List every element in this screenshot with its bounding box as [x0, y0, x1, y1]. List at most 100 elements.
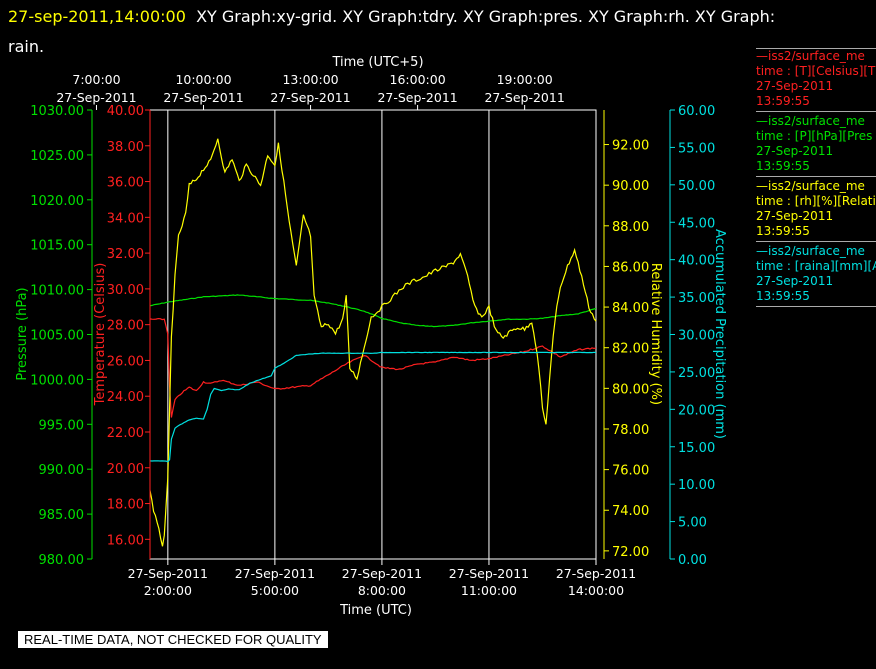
- pressure-series-line: [149, 294, 597, 328]
- legend-line2: time : [raina][mm][A: [756, 259, 876, 273]
- rh-tick-label: 86.00: [612, 260, 649, 275]
- legend-line1: —iss2/surface_me: [756, 179, 865, 193]
- rain-tick-label: 45.00: [678, 216, 715, 231]
- quality-warning: REAL-TIME DATA, NOT CHECKED FOR QUALITY: [18, 631, 328, 648]
- temperature-tick-label: 38.00: [107, 140, 144, 155]
- temperature-tick-label: 18.00: [107, 498, 144, 513]
- rh-tick-label: 88.00: [612, 220, 649, 235]
- axes: 27-Sep-2011 2:00:00 27-Sep-2011 5:00:00 27-S…: [15, 55, 727, 618]
- top-tick-date: 27-Sep-2011: [56, 90, 136, 105]
- header-graph-list-line2: rain.: [8, 37, 45, 56]
- rh-tick-label: 78.00: [612, 423, 649, 438]
- rain-tick-label: 10.00: [678, 478, 715, 493]
- rh-tick-label: 92.00: [612, 139, 649, 154]
- legend-entry: —iss2/surface_me time : [rh][%][Relati 27-…: [756, 179, 876, 242]
- top-axis-label: Time (UTC+5): [331, 55, 423, 70]
- legend-time: 13:59:55: [756, 94, 810, 108]
- bottom-tick-date: 27-Sep-2011: [449, 566, 529, 581]
- legend-entry: —iss2/surface_me time : [raina][mm][A 27-S…: [756, 244, 876, 307]
- legend-line1: —iss2/surface_me: [756, 49, 865, 63]
- header-graph-list: XY Graph:xy-grid. XY Graph:tdry. XY Grap…: [196, 7, 776, 26]
- rain-tick-label: 25.00: [678, 366, 715, 381]
- rain-tick-label: 40.00: [678, 254, 715, 269]
- rain-tick-label: 15.00: [678, 441, 715, 456]
- bottom-tick-time: 8:00:00: [358, 583, 406, 598]
- series-lines: [149, 138, 597, 547]
- bottom-axis-label: Time (UTC): [339, 603, 412, 618]
- header-timestamp: 27-sep-2011,14:00:00: [8, 7, 186, 26]
- top-tick-time: 13:00:00: [282, 72, 338, 87]
- rain-tick-label: 20.00: [678, 403, 715, 418]
- rh-tick-label: 82.00: [612, 342, 649, 357]
- pressure-tick-label: 1015.00: [30, 239, 84, 254]
- rh-tick-label: 76.00: [612, 464, 649, 479]
- legend-entry: —iss2/surface_me time : [T][Celsius][T 27-…: [756, 48, 876, 112]
- temperature-tick-label: 26.00: [107, 354, 144, 369]
- pressure-tick-label: 1005.00: [30, 329, 84, 344]
- bottom-tick-date: 27-Sep-2011: [128, 566, 208, 581]
- rain-tick-label: 50.00: [678, 179, 715, 194]
- temperature-tick-label: 28.00: [107, 319, 144, 334]
- rh-tick-label: 84.00: [612, 301, 649, 316]
- rh-series-line: [149, 138, 597, 547]
- pressure-tick-label: 1000.00: [30, 373, 84, 388]
- legend-date: 27-Sep-2011: [756, 209, 834, 223]
- rain-tick-label: 5.00: [678, 516, 707, 531]
- legend-date: 27-Sep-2011: [756, 274, 834, 288]
- pressure-tick-label: 985.00: [39, 508, 85, 523]
- legend-time: 13:59:55: [756, 224, 810, 238]
- legend-time: 13:59:55: [756, 159, 810, 173]
- legend-line1: —iss2/surface_me: [756, 114, 865, 128]
- rh-tick-label: 72.00: [612, 545, 649, 560]
- rh-axis-title: Relative Humidity (%): [648, 263, 663, 405]
- legend-line2: time : [rh][%][Relati: [756, 194, 876, 208]
- pressure-tick-label: 1025.00: [30, 149, 84, 164]
- legend-line2: time : [P][hPa][Pres: [756, 129, 873, 143]
- rain-tick-label: 30.00: [678, 329, 715, 344]
- temperature-tick-label: 20.00: [107, 462, 144, 477]
- legend-entry: —iss2/surface_me time : [P][hPa][Pres 27-S…: [756, 114, 876, 177]
- legend: —iss2/surface_me time : [T][Celsius][T 27-…: [756, 48, 876, 309]
- temperature-tick-label: 22.00: [107, 426, 144, 441]
- top-tick-date: 27-Sep-2011: [484, 90, 564, 105]
- graph-header: 27-sep-2011,14:00:00 XY Graph:xy-grid. X…: [8, 2, 868, 62]
- temperature-axis-title: Temperature (Celsius): [93, 263, 108, 407]
- top-tick-date: 27-Sep-2011: [377, 90, 457, 105]
- pressure-tick-label: 1030.00: [30, 104, 84, 119]
- rain-tick-label: 60.00: [678, 104, 715, 119]
- pressure-tick-label: 1010.00: [30, 284, 84, 299]
- legend-line2: time : [T][Celsius][T: [756, 64, 876, 78]
- rain-tick-label: 0.00: [678, 553, 707, 568]
- temperature-tick-label: 16.00: [107, 533, 144, 548]
- rain-series-line: [149, 351, 597, 463]
- pressure-tick-label: 995.00: [39, 418, 85, 433]
- rain-tick-label: 35.00: [678, 291, 715, 306]
- temperature-tick-label: 30.00: [107, 283, 144, 298]
- temperature-tick-label: 24.00: [107, 390, 144, 405]
- legend-line1: —iss2/surface_me: [756, 244, 865, 258]
- temperature-tick-label: 34.00: [107, 211, 144, 226]
- rh-tick-label: 74.00: [612, 504, 649, 519]
- top-tick-time: 7:00:00: [72, 72, 120, 87]
- temperature-tick-label: 36.00: [107, 176, 144, 191]
- rh-tick-label: 80.00: [612, 382, 649, 397]
- pressure-tick-label: 1020.00: [30, 194, 84, 209]
- temperature-tick-label: 32.00: [107, 247, 144, 262]
- top-tick-date: 27-Sep-2011: [163, 90, 243, 105]
- top-tick-time: 16:00:00: [390, 72, 446, 87]
- bottom-tick-date: 27-Sep-2011: [342, 566, 422, 581]
- bottom-tick-time: 14:00:00: [568, 583, 624, 598]
- legend-date: 27-Sep-2011: [756, 79, 834, 93]
- bottom-tick-time: 5:00:00: [251, 583, 299, 598]
- pressure-tick-label: 990.00: [39, 463, 85, 478]
- legend-date: 27-Sep-2011: [756, 144, 834, 158]
- top-tick-time: 19:00:00: [497, 72, 553, 87]
- rain-axis-title: Accumulated Precipitation (mm): [712, 229, 727, 439]
- bottom-tick-time: 2:00:00: [144, 583, 192, 598]
- rh-tick-label: 90.00: [612, 179, 649, 194]
- bottom-tick-date: 27-Sep-2011: [235, 566, 315, 581]
- bottom-tick-date: 27-Sep-2011: [556, 566, 636, 581]
- top-tick-time: 10:00:00: [175, 72, 231, 87]
- temperature-series-line: [149, 317, 597, 418]
- temperature-tick-label: 40.00: [107, 104, 144, 119]
